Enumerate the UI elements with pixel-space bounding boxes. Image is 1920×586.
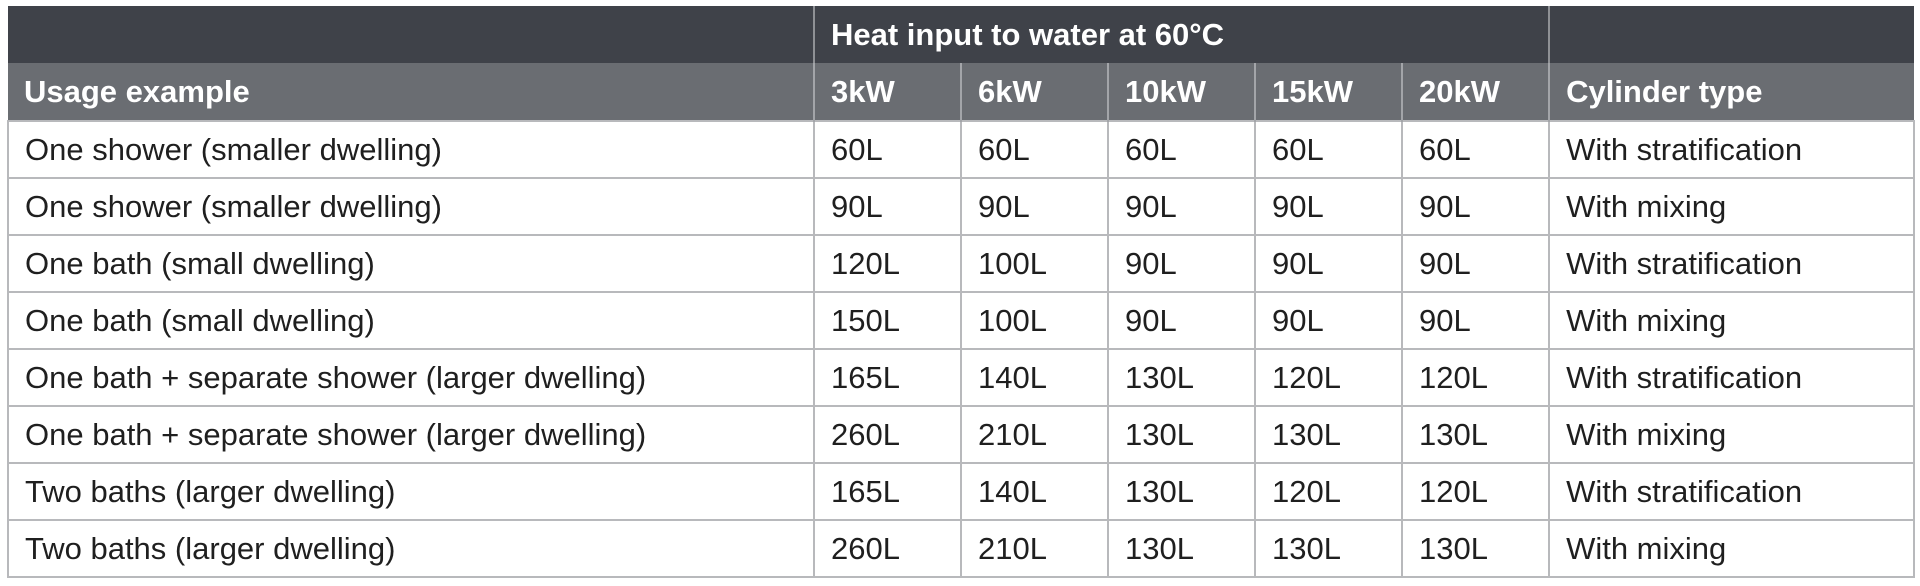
cell-3kw: 60L bbox=[813, 120, 962, 179]
cell-20kw: 90L bbox=[1400, 234, 1551, 293]
cell-usage: One bath + separate shower (larger dwell… bbox=[7, 348, 815, 407]
cell-10kw: 130L bbox=[1107, 519, 1256, 578]
heat-input-group-header: Heat input to water at 60°C bbox=[812, 6, 1550, 63]
table-row: One bath (small dwelling) 150L 100L 90L … bbox=[7, 291, 1916, 350]
cell-cylinder-type: With stratification bbox=[1548, 120, 1916, 179]
group-header-blank-right bbox=[1548, 6, 1915, 63]
cell-3kw: 165L bbox=[813, 348, 962, 407]
column-header-cylinder-type: Cylinder type bbox=[1548, 63, 1915, 121]
cell-cylinder-type: With mixing bbox=[1548, 291, 1916, 350]
column-header-row: Usage example 3kW 6kW 10kW 15kW 20kW Cyl… bbox=[8, 63, 1915, 121]
cell-3kw: 150L bbox=[813, 291, 962, 350]
cell-cylinder-type: With stratification bbox=[1548, 234, 1916, 293]
cell-15kw: 90L bbox=[1254, 177, 1403, 236]
group-header-blank-left bbox=[8, 6, 814, 63]
table-row: One bath (small dwelling) 120L 100L 90L … bbox=[7, 234, 1916, 293]
cell-cylinder-type: With stratification bbox=[1548, 348, 1916, 407]
table-row: One bath + separate shower (larger dwell… bbox=[7, 348, 1916, 407]
cell-3kw: 120L bbox=[813, 234, 962, 293]
cell-10kw: 90L bbox=[1107, 177, 1256, 236]
cell-cylinder-type: With mixing bbox=[1548, 405, 1916, 464]
cell-15kw: 120L bbox=[1254, 462, 1403, 521]
column-header-3kw: 3kW bbox=[813, 63, 961, 121]
column-header-10kw: 10kW bbox=[1107, 63, 1255, 121]
cell-usage: Two baths (larger dwelling) bbox=[7, 462, 815, 521]
cell-3kw: 165L bbox=[813, 462, 962, 521]
cell-20kw: 120L bbox=[1400, 462, 1551, 521]
cell-15kw: 60L bbox=[1254, 120, 1403, 179]
cell-cylinder-type: With stratification bbox=[1548, 462, 1916, 521]
group-header-row: Heat input to water at 60°C bbox=[8, 6, 1915, 63]
column-header-usage: Usage example bbox=[8, 63, 814, 121]
cell-usage: One bath (small dwelling) bbox=[7, 234, 815, 293]
cell-15kw: 90L bbox=[1254, 291, 1403, 350]
cell-usage: One bath + separate shower (larger dwell… bbox=[7, 405, 815, 464]
table-row: One shower (smaller dwelling) 90L 90L 90… bbox=[7, 177, 1916, 236]
cell-6kw: 100L bbox=[960, 234, 1109, 293]
cell-3kw: 260L bbox=[813, 405, 962, 464]
cell-15kw: 130L bbox=[1254, 405, 1403, 464]
cell-20kw: 60L bbox=[1400, 120, 1551, 179]
column-header-6kw: 6kW bbox=[960, 63, 1108, 121]
cell-usage: One shower (smaller dwelling) bbox=[7, 177, 815, 236]
cell-3kw: 90L bbox=[813, 177, 962, 236]
cell-15kw: 120L bbox=[1254, 348, 1403, 407]
column-header-20kw: 20kW bbox=[1400, 63, 1550, 121]
cell-10kw: 60L bbox=[1107, 120, 1256, 179]
cell-15kw: 90L bbox=[1254, 234, 1403, 293]
cell-cylinder-type: With mixing bbox=[1548, 519, 1916, 578]
cell-6kw: 90L bbox=[960, 177, 1109, 236]
cell-20kw: 90L bbox=[1400, 177, 1551, 236]
cell-6kw: 100L bbox=[960, 291, 1109, 350]
cell-cylinder-type: With mixing bbox=[1548, 177, 1916, 236]
cell-20kw: 130L bbox=[1400, 519, 1551, 578]
cell-15kw: 130L bbox=[1254, 519, 1403, 578]
cell-6kw: 140L bbox=[960, 348, 1109, 407]
cell-20kw: 90L bbox=[1400, 291, 1551, 350]
cell-6kw: 60L bbox=[960, 120, 1109, 179]
table-row: One shower (smaller dwelling) 60L 60L 60… bbox=[7, 120, 1916, 179]
table-row: Two baths (larger dwelling) 260L 210L 13… bbox=[7, 519, 1916, 578]
cell-usage: Two baths (larger dwelling) bbox=[7, 519, 815, 578]
cell-6kw: 210L bbox=[960, 405, 1109, 464]
cell-usage: One shower (smaller dwelling) bbox=[7, 120, 815, 179]
cell-6kw: 210L bbox=[960, 519, 1109, 578]
cell-20kw: 130L bbox=[1400, 405, 1551, 464]
cylinder-sizing-table: Heat input to water at 60°C Usage exampl… bbox=[7, 6, 1916, 578]
cell-10kw: 90L bbox=[1107, 291, 1256, 350]
cell-10kw: 130L bbox=[1107, 405, 1256, 464]
table-row: One bath + separate shower (larger dwell… bbox=[7, 405, 1916, 464]
column-header-15kw: 15kW bbox=[1254, 63, 1402, 121]
cell-20kw: 120L bbox=[1400, 348, 1551, 407]
table-row: Two baths (larger dwelling) 165L 140L 13… bbox=[7, 462, 1916, 521]
cell-3kw: 260L bbox=[813, 519, 962, 578]
cell-10kw: 130L bbox=[1107, 348, 1256, 407]
cell-10kw: 130L bbox=[1107, 462, 1256, 521]
cell-6kw: 140L bbox=[960, 462, 1109, 521]
cell-usage: One bath (small dwelling) bbox=[7, 291, 815, 350]
cell-10kw: 90L bbox=[1107, 234, 1256, 293]
